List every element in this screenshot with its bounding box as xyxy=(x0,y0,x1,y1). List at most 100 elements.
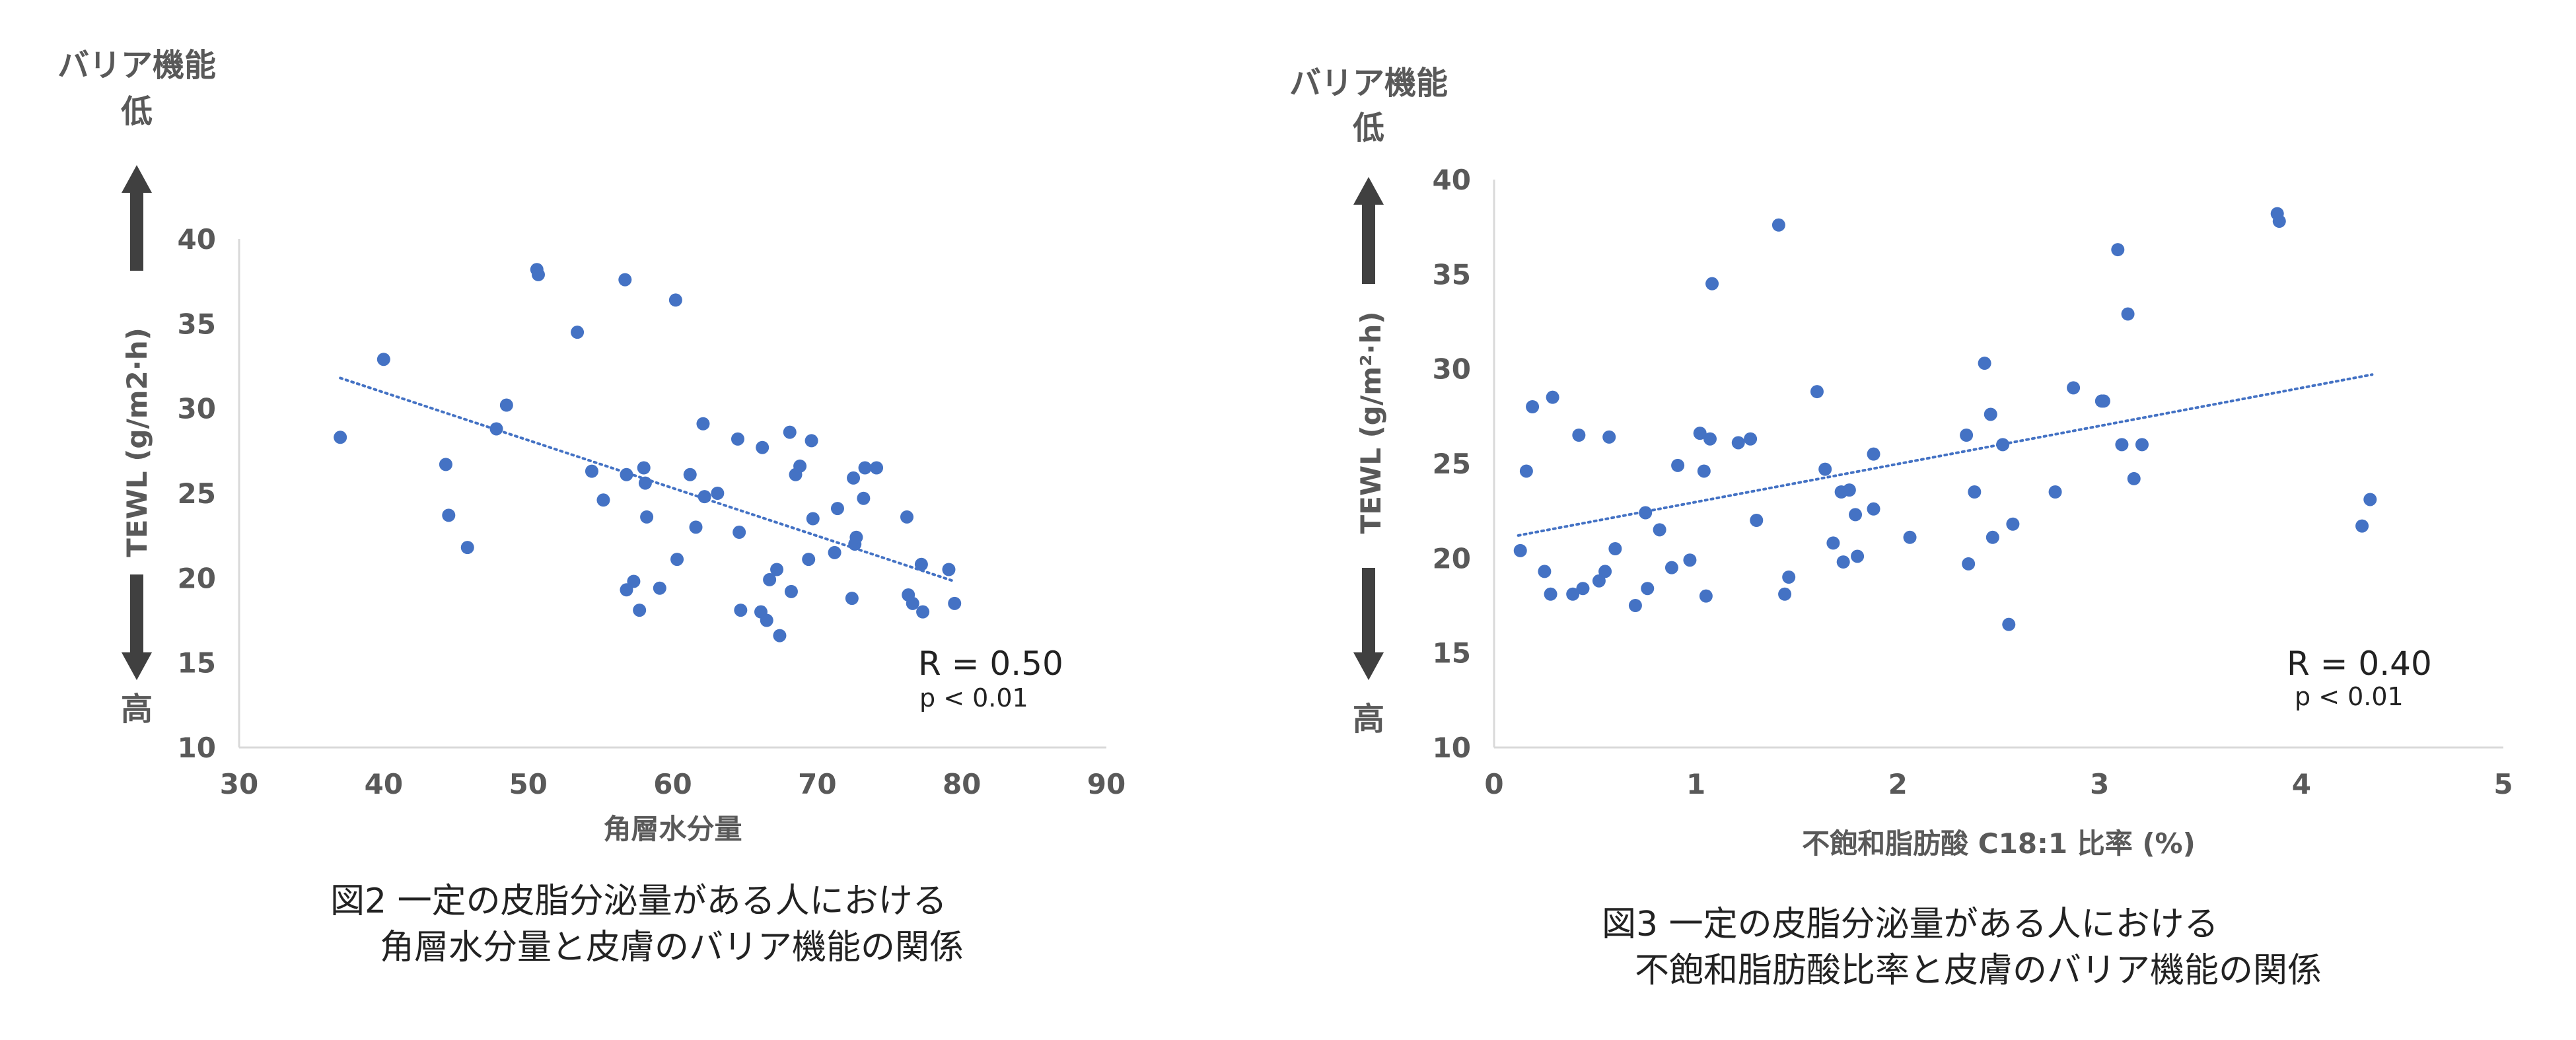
data-point xyxy=(731,432,744,446)
data-point xyxy=(618,273,632,287)
data-point xyxy=(1851,549,1865,563)
data-point xyxy=(334,431,347,444)
up-arrow xyxy=(122,165,152,271)
x-tick-label: 40 xyxy=(365,768,403,800)
arrow-shaft xyxy=(130,191,143,271)
figure-3-caption: 図3 一定の皮脂分泌量がある人における 不飽和脂肪酸比率と皮膚のバリア機能の関係 xyxy=(1602,901,2322,994)
data-point xyxy=(1750,514,1764,527)
x-tick-label: 60 xyxy=(653,768,692,800)
data-point xyxy=(857,491,871,505)
data-point xyxy=(906,596,919,610)
data-point xyxy=(1903,530,1917,544)
data-point xyxy=(1771,218,1785,232)
data-point xyxy=(1592,574,1606,588)
x-tick-label: 30 xyxy=(220,768,258,800)
data-point xyxy=(2048,485,2062,499)
y-tick-label: 40 xyxy=(178,223,216,256)
data-point xyxy=(870,461,884,475)
chart-3: 10 15 20 25 30 35 40 0 1 2 3 4 5 不飽和脂肪酸 C18:1 比率 (%) バ… xyxy=(1289,65,2513,860)
x-tick-label: 1 xyxy=(1686,768,1705,800)
data-point xyxy=(1705,277,1719,291)
data-point xyxy=(1653,523,1666,537)
data-point xyxy=(1538,565,1552,578)
data-point xyxy=(1744,432,1758,446)
data-point xyxy=(1628,599,1642,612)
data-point xyxy=(1826,536,1840,550)
data-point xyxy=(2135,438,2149,452)
data-point xyxy=(916,605,930,619)
data-point xyxy=(640,510,654,524)
arrow-head xyxy=(122,165,152,193)
data-point xyxy=(1566,587,1580,601)
x-tick-label: 70 xyxy=(798,768,836,800)
data-point xyxy=(948,596,962,610)
data-point xyxy=(1546,390,1559,404)
down-arrow xyxy=(1353,568,1384,680)
data-point xyxy=(1867,502,1880,516)
data-point xyxy=(683,468,697,481)
data-point xyxy=(1984,407,1997,421)
x-tick-label: 0 xyxy=(1484,768,1503,800)
data-point xyxy=(2127,471,2141,485)
arrow-head xyxy=(1353,652,1384,680)
data-point xyxy=(845,592,859,606)
data-point xyxy=(1602,430,1616,444)
x-tick-label: 4 xyxy=(2292,768,2311,800)
data-point xyxy=(2002,617,2016,631)
data-point xyxy=(698,490,711,504)
data-point xyxy=(770,563,784,576)
y-axis-title: TEWL (g/m²·h) xyxy=(1355,312,1387,534)
up-arrow xyxy=(1353,177,1384,284)
caption-line: 角層水分量と皮膚のバリア機能の関係 xyxy=(380,928,964,967)
x-axis-title: 不飽和脂肪酸 C18:1 比率 (%) xyxy=(1802,827,2196,860)
chart-2: 10 15 20 25 30 35 40 30 40 50 60 70 80 90 角層水分量 バリア機能低高… xyxy=(57,47,1126,845)
data-point xyxy=(1699,589,1713,603)
data-point xyxy=(847,471,861,485)
x-tick-label: 5 xyxy=(2493,768,2513,800)
data-point xyxy=(858,461,872,475)
data-point xyxy=(2355,519,2369,533)
data-point xyxy=(2115,438,2129,452)
data-point xyxy=(793,459,807,473)
data-point xyxy=(1513,543,1527,557)
data-point xyxy=(439,458,452,471)
data-point xyxy=(2006,517,2020,531)
data-point xyxy=(763,572,777,586)
data-point xyxy=(460,541,474,555)
low-label: 低 xyxy=(121,93,153,130)
data-point xyxy=(773,629,787,642)
trendline xyxy=(1517,373,2374,537)
data-point xyxy=(1693,427,1707,440)
arrow-head xyxy=(122,652,152,680)
data-point xyxy=(627,574,641,588)
data-point xyxy=(1703,432,1717,446)
data-point xyxy=(1598,565,1612,578)
data-point xyxy=(1867,447,1880,461)
data-point xyxy=(806,512,820,526)
data-point xyxy=(1519,464,1533,478)
arrow-head xyxy=(1353,177,1384,205)
data-point xyxy=(670,553,684,567)
y-tick-label: 20 xyxy=(178,562,216,594)
data-point xyxy=(442,508,456,522)
y-tick-label: 40 xyxy=(1433,164,1471,196)
x-axis-title: 角層水分量 xyxy=(603,813,742,845)
data-point xyxy=(2111,243,2125,257)
data-point xyxy=(1960,429,1974,442)
x-tick-label: 80 xyxy=(943,768,981,800)
data-point xyxy=(1778,587,1792,601)
barrier-function-label: バリア機能 xyxy=(1289,65,1448,102)
data-point xyxy=(585,464,598,478)
data-point xyxy=(756,440,769,454)
figure-2-caption: 図2 一定の皮脂分泌量がある人における 角層水分量と皮膚のバリア機能の関係 xyxy=(330,878,964,971)
data-point xyxy=(1849,508,1863,522)
r-value-annotation: R = 0.40 xyxy=(2287,644,2432,683)
data-point xyxy=(638,476,652,490)
arrow-shaft xyxy=(1362,203,1375,284)
data-point xyxy=(2121,307,2135,321)
y-tick-label: 25 xyxy=(1433,448,1471,480)
data-point xyxy=(802,553,816,567)
data-point xyxy=(376,353,390,366)
data-point xyxy=(1526,400,1540,413)
data-point xyxy=(489,422,503,436)
